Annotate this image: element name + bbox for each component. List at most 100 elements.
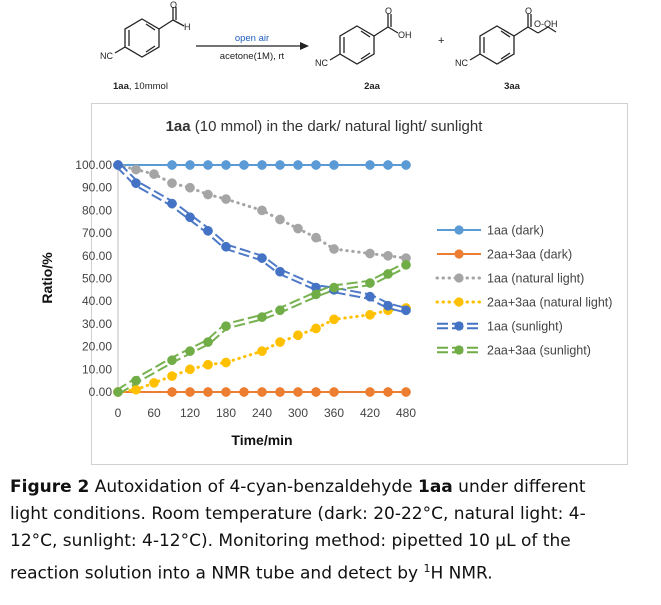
y-tick-label: 60.00 <box>82 249 112 263</box>
series-5-line-inner <box>117 263 407 394</box>
series-1-point <box>239 387 249 397</box>
series-2-point <box>167 178 177 189</box>
series-5-point <box>131 375 141 386</box>
caption-line-1: Figure 2 Autoxidation of 4-cyan-benzalde… <box>10 474 655 501</box>
legend: 1aa (dark) 2aa+3aa (dark) 1aa (natural lig… <box>435 224 612 358</box>
arrow-top-text: open air <box>235 33 269 44</box>
legend-swatch-marker <box>454 297 464 307</box>
reactant-o-atom: O <box>170 0 177 10</box>
series-4-point <box>131 178 141 189</box>
series-2-point <box>275 214 285 225</box>
legend-swatch-marker <box>454 225 464 235</box>
legend-swatch-marker <box>454 273 464 283</box>
series-3-point <box>293 330 303 341</box>
series-5-point <box>185 346 195 356</box>
series-4-point <box>221 241 231 252</box>
y-tick-label: 40.00 <box>82 294 112 308</box>
series-0-point <box>257 160 267 170</box>
y-tick-label: 80.00 <box>82 203 112 217</box>
x-axis-label: Time/min <box>231 432 292 448</box>
reaction-scheme: O H NC 1aa, 10mmol open air acetone(1M),… <box>100 0 558 92</box>
series-4-point <box>203 225 213 236</box>
reactant-h-atom: H <box>184 22 191 32</box>
x-tick-label: 60 <box>147 406 161 420</box>
product-2aa-oh-atom: OH <box>398 30 412 40</box>
series-3-point <box>329 314 339 325</box>
series-0-point <box>239 160 249 170</box>
series-5-point <box>401 260 411 270</box>
legend-label: 1aa (natural light) <box>487 272 584 286</box>
caption-line-4: reaction solution into a NMR tube and de… <box>10 555 655 588</box>
x-tick-label: 180 <box>216 406 236 420</box>
x-tick-label: 240 <box>252 406 272 420</box>
series-0-point <box>275 160 285 170</box>
chart-title: 1aa (10 mmol) in the dark/ natural light… <box>166 118 484 135</box>
series-5-point <box>329 282 339 293</box>
series-0-point <box>365 160 375 170</box>
series-3-point <box>311 323 321 334</box>
series-4-point <box>113 160 123 170</box>
series-0-point <box>293 160 303 170</box>
x-tick-label: 300 <box>288 406 308 420</box>
series-4-line-outline <box>115 162 407 314</box>
reaction-arrow <box>196 42 309 50</box>
series-1-point <box>329 387 339 397</box>
caption-text-1a: Autoxidation of 4-cyan-benzaldehyde <box>89 477 418 497</box>
x-tick-label: 0 <box>115 406 122 420</box>
series-5-point <box>113 387 123 397</box>
caption-text-1b: under different <box>452 477 586 497</box>
legend-label: 2aa+3aa (dark) <box>487 248 572 262</box>
series-0-point <box>383 160 393 170</box>
series-3-point <box>203 359 213 370</box>
caption-text-4a: reaction solution into a NMR tube and de… <box>10 563 424 584</box>
caption-figure-label: Figure 2 <box>10 477 90 497</box>
series-5-point <box>167 355 177 366</box>
series-1-point <box>167 387 177 397</box>
series-1-point <box>311 387 321 397</box>
series-2-point <box>149 169 159 179</box>
series-4-line-inner <box>117 164 407 312</box>
series-3-point <box>275 337 285 347</box>
series-4-point <box>365 291 375 302</box>
series-4-point <box>275 266 285 277</box>
series-1-point <box>365 387 375 397</box>
reactant-label: 1aa, 10mmol <box>113 81 168 92</box>
legend-swatch-marker <box>454 321 464 331</box>
series-3-point <box>185 364 195 375</box>
y-tick-label: 0.00 <box>89 385 113 399</box>
series-2-point <box>257 205 267 216</box>
x-tick-label: 120 <box>180 406 200 420</box>
legend-label: 1aa (sunlight) <box>487 320 563 334</box>
series-0-point <box>221 160 231 170</box>
legend-swatch-marker <box>454 249 464 259</box>
y-tick-label: 100.00 <box>75 158 112 172</box>
product-3aa-nc-group: NC <box>455 58 468 68</box>
series-5-point <box>257 312 267 322</box>
series-2-point <box>185 182 195 193</box>
series-2-point <box>311 232 321 243</box>
series-3-point <box>221 357 231 368</box>
series-0-point <box>329 160 339 170</box>
series-5-point <box>221 321 231 332</box>
product-2aa-o-atom: O <box>385 6 392 16</box>
series-1-point <box>221 387 231 397</box>
product-3aa-o-atom: O <box>525 6 532 16</box>
series-0-point <box>185 160 195 170</box>
plus-sign: + <box>438 35 444 47</box>
x-tick-label: 420 <box>360 406 380 420</box>
arrow-bottom-text: acetone(1M), rt <box>220 51 285 62</box>
series-0-point <box>203 160 213 170</box>
product-2aa-nc-group: NC <box>315 58 328 68</box>
series-5-point <box>383 269 393 279</box>
series-1-point <box>185 387 195 397</box>
series-0-point <box>311 160 321 170</box>
legend-label: 2aa+3aa (natural light) <box>487 296 612 310</box>
caption-compound: 1aa <box>418 477 453 497</box>
figure-caption: Figure 2 Autoxidation of 4-cyan-benzalde… <box>10 474 655 588</box>
series-4-point <box>257 253 267 263</box>
series-3-point <box>131 384 141 395</box>
y-tick-label: 70.00 <box>82 226 112 240</box>
product-3aa-ooh-atom: O-OH <box>534 19 558 29</box>
caption-superscript: 1 <box>423 562 431 575</box>
caption-line-3: 12°C, sunlight: 4-12°C). Monitoring meth… <box>10 531 571 551</box>
